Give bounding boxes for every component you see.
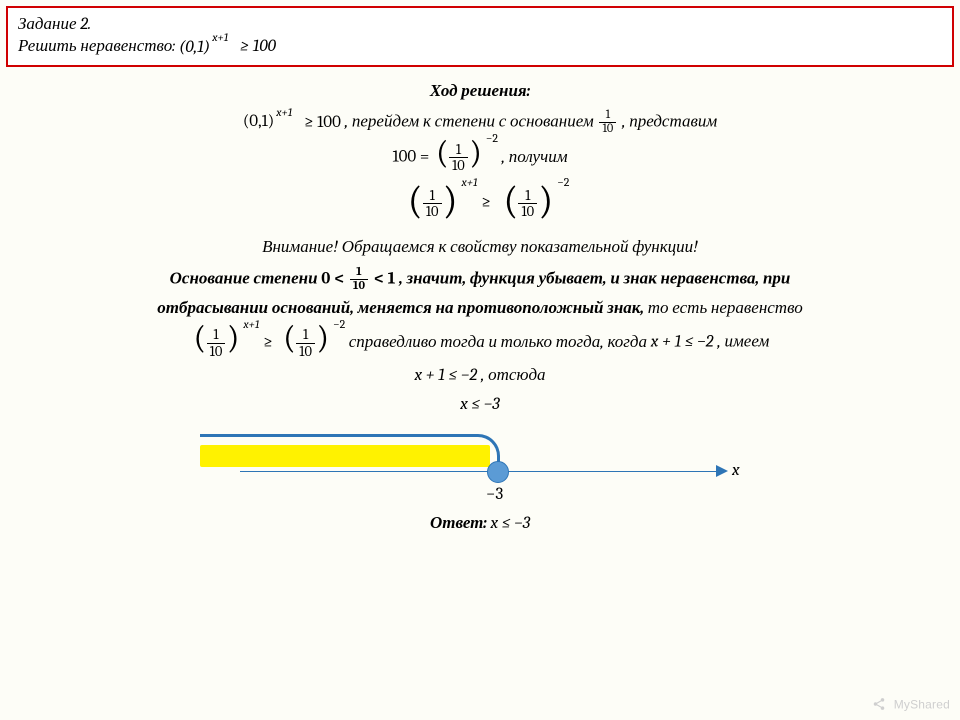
step-3: 1 10 x+1 ≥ 1 10 −2 <box>6 188 954 219</box>
step2-lead: 100 = <box>392 148 433 167</box>
step1-text1: , перейдем к степени с основанием <box>345 113 598 132</box>
step-1: (0,1) x+1 ≥ 100 , перейдем к степени с о… <box>6 109 954 136</box>
step1-base: (0,1) x+1 <box>243 111 274 134</box>
step-6: x ≤ −3 <box>6 394 954 417</box>
step3-rel: ≥ <box>463 193 500 212</box>
step2-tail: , получим <box>488 148 568 167</box>
task-box: Задание 2. Решить неравенство: (0,1) x+1… <box>6 6 954 67</box>
number-line-diagram: −3 x <box>200 427 760 507</box>
step2-frac: 1 10 −2 <box>433 142 484 173</box>
number-line-axis <box>240 471 720 472</box>
step-4: 1 10 x+1 ≥ 1 10 −2 справедливо тогда и т… <box>6 327 954 358</box>
step-2: 100 = 1 10 −2 , получим <box>6 142 954 173</box>
task-prompt: Решить неравенство: <box>18 37 179 56</box>
step-5: x + 1 ≤ −2 , отсюда <box>6 365 954 388</box>
axis-label-x: x <box>732 461 740 480</box>
page: Задание 2. Решить неравенство: (0,1) x+1… <box>0 0 960 720</box>
base-rule-frac: 1 10 <box>348 266 370 293</box>
task-expression: (0,1) x+1 ≥ 100 <box>179 37 276 56</box>
task-exponent: x+1 <box>212 30 228 44</box>
task-title: Задание 2. <box>18 14 942 34</box>
step4-cond: x + 1 ≤ −2 <box>651 333 714 352</box>
axis-arrow-icon <box>716 465 728 477</box>
task-inequality: Решить неравенство: (0,1) x+1 ≥ 100 <box>18 36 942 57</box>
step3-left: 1 10 x+1 <box>405 188 460 219</box>
base-rule-2: отбрасывании оснований, меняется на прот… <box>6 298 954 321</box>
answer-value: x ≤ −3 <box>491 514 531 533</box>
step1-text2: , представим <box>622 113 717 132</box>
share-icon <box>872 697 886 714</box>
solution-heading: Ход решения: <box>6 81 954 104</box>
step3-right: 1 10 −2 <box>500 188 555 219</box>
task-base: (0,1) x+1 <box>179 38 210 57</box>
attention-line: Внимание! Обращаемся к свойству показате… <box>6 237 954 260</box>
closed-point-icon <box>487 461 509 483</box>
step1-frac: 1 10 <box>597 109 618 136</box>
step4-right: 1 10 −2 <box>280 327 331 358</box>
base-rule-1: Основание степени 0 < 1 10 < 1 , значит,… <box>6 266 954 293</box>
solution-arc <box>200 434 500 470</box>
tick-minus-3: −3 <box>486 485 503 504</box>
answer-line: Ответ: x ≤ −3 <box>6 513 954 536</box>
watermark: MyShared <box>872 697 950 714</box>
step4-left: 1 10 x+1 <box>191 327 242 358</box>
